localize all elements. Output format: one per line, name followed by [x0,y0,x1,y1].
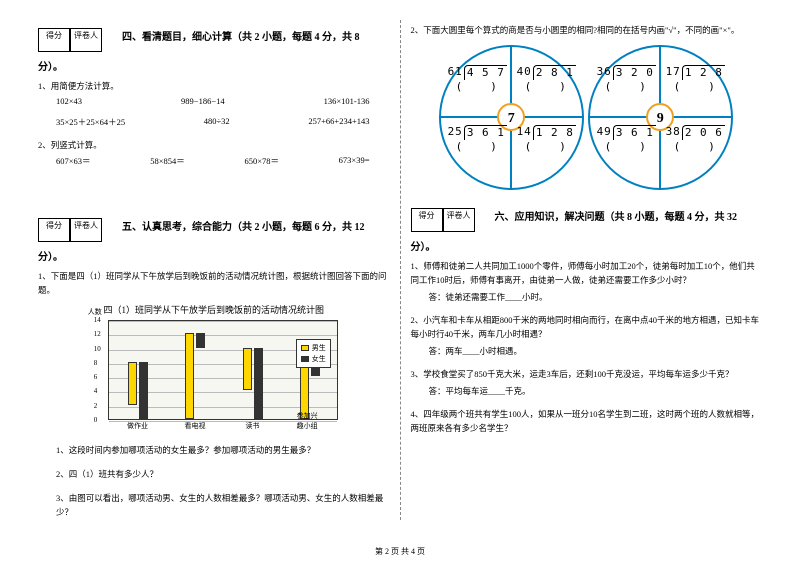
s5-q2: 2、下面大圆里每个算式的商是否与小圆里的相同?相同的在括号内画"√"，不同的画"… [411,23,763,37]
division-circle: 7 614 5 7( )402 8 1( )253 6 1( )141 2 8(… [439,45,584,190]
section4-fen: 分）。 [38,58,390,73]
s5-sub3: 3、由图可以看出，哪项活动男、女生的人数相差最多？哪项活动男、女生的人数相差最少… [38,491,390,519]
s6-a3: 答：平均每车运____千克。 [429,385,763,397]
left-column: 得分 评卷人 四、看清题目，细心计算（共 2 小题，每题 4 分，共 8 分）。… [30,20,398,540]
section4-title: 四、看清题目，细心计算（共 2 小题，每题 4 分，共 8 [122,26,360,50]
s6-q2: 2、小汽车和卡车从相距800千米的两地同时相向而行，在离中点40千米的地方相遇，… [411,313,763,341]
grader-label: 评卷人 [70,28,102,52]
s5-sub2: 2、四（1）班共有多少人？ [38,467,390,481]
bar-chart: 做作业看电视读书参加兴趣小组男生女生 14121086420人数 [84,320,344,435]
s6-q3: 3、学校食堂买了850千克大米，运走3车后，还剩100千克没运，平均每车运多少千… [411,367,763,381]
s5-q1: 1、下面是四（1）班同学从下午放学后到晚饭前的活动情况统计图，根据统计图回答下面… [38,269,390,297]
right-column: 2、下面大圆里每个算式的商是否与小圆里的相同?相同的在括号内画"√"，不同的画"… [403,20,771,540]
s4-q2: 2、列竖式计算。 [38,138,390,152]
score-label: 得分 [38,28,70,52]
circles-container: 7 614 5 7( )402 8 1( )253 6 1( )141 2 8(… [411,45,763,192]
s4-row2: 35×25＋25×64＋25 480÷32 257+66+234+143 [38,116,390,128]
score-box-5: 得分 评卷人 [38,218,102,242]
s6-a1: 答：徒弟还需要工作____小时。 [429,291,763,303]
section5-title: 五、认真思考，综合能力（共 2 小题，每题 6 分，共 12 [122,216,365,240]
s6-q1: 1、师傅和徒弟二人共同加工1000个零件，师傅每小时加工20个，徒弟每时加工10… [411,259,763,287]
score-box-6: 得分 评卷人 [411,208,475,232]
section6-fen: 分）。 [411,238,763,253]
s6-q4: 4、四年级两个班共有学生100人，如果从一班分10名学生到二班，这时两个班的人数… [411,407,763,435]
section6-title: 六、应用知识，解决问题（共 8 小题，每题 4 分，共 32 [495,206,738,230]
section5-fen: 分）。 [38,248,390,263]
column-divider [400,20,401,520]
s6-a2: 答：两车____小时相遇。 [429,345,763,357]
page-footer: 第 2 页 共 4 页 [0,546,800,557]
score-box: 得分 评卷人 [38,28,102,52]
s5-sub1: 1、这段时间内参加哪项活动的女生最多？参加哪项活动的男生最多？ [38,443,390,457]
s4-row1: 102×43 989−186−14 136×101-136 [38,96,390,106]
s4-q1: 1、用简便方法计算。 [38,79,390,93]
s4-row3: 607×63＝ 58×854＝ 650×78＝ 673×39= [38,155,390,167]
division-circle: 9 363 2 0( )171 2 8( )493 6 1( )382 0 6(… [588,45,733,190]
